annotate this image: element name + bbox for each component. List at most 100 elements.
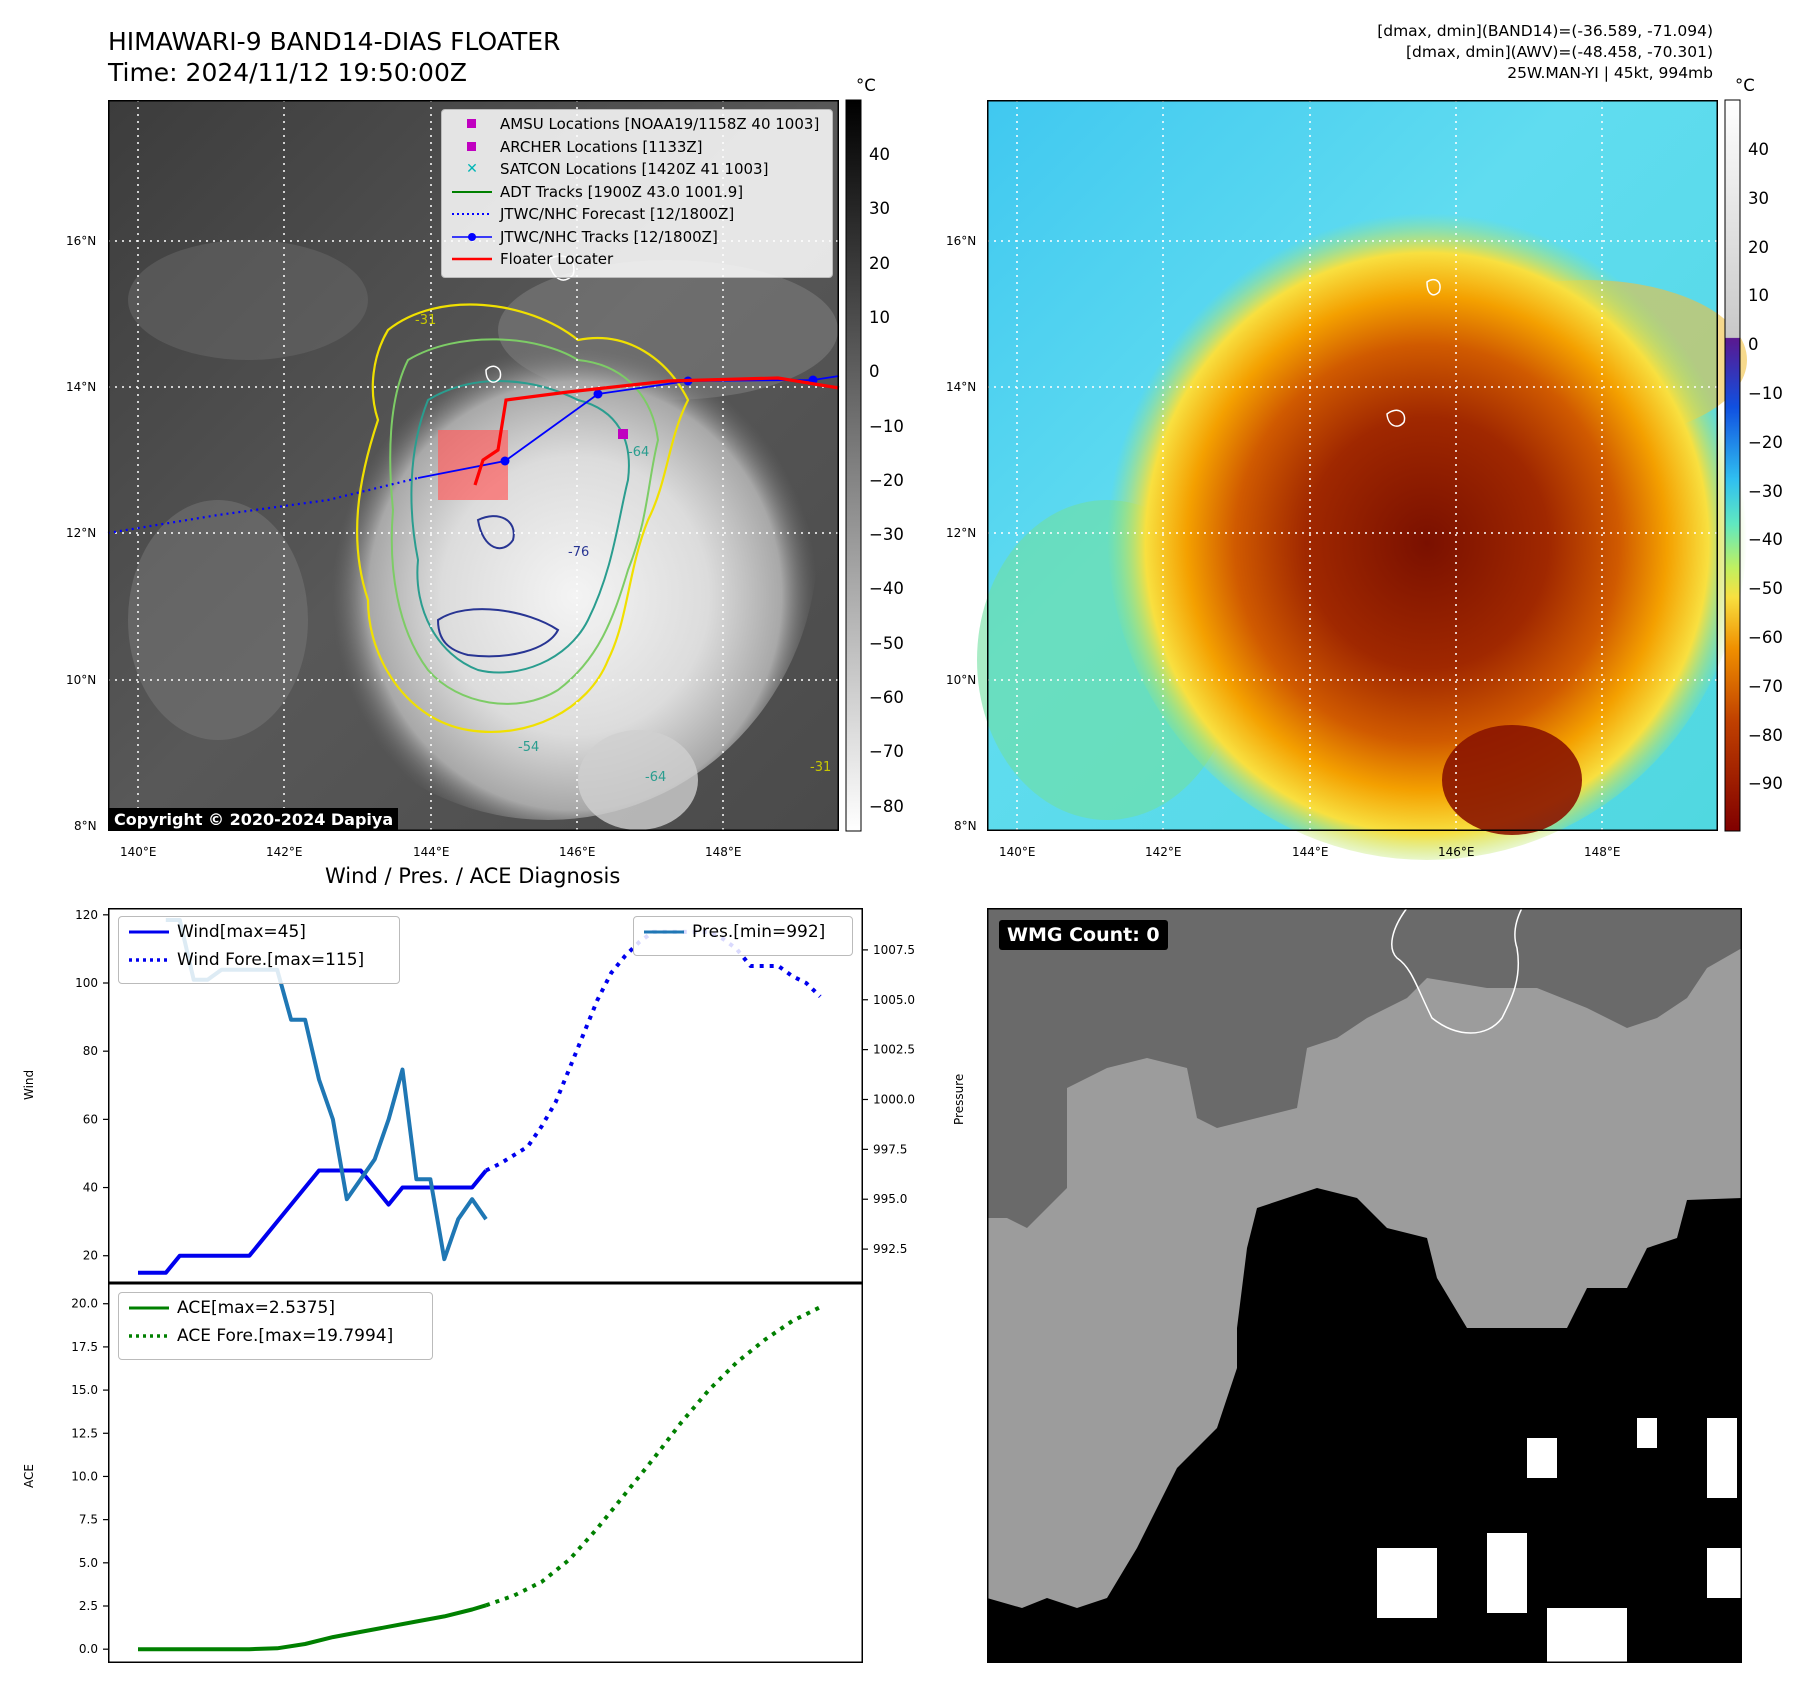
colorbar-rainbow-tick: 10	[1748, 286, 1769, 306]
colorbar-gray-tick: 10	[869, 307, 890, 327]
y-tick-label: 5.0	[79, 1556, 98, 1570]
y-tick-label: 15.0	[71, 1383, 98, 1397]
wind-pressure-chart: 20 40 60 80 100 120 992.5 995.0 997.5 1000.0 1002.…	[75, 908, 915, 1283]
wmg-white-cells	[1377, 1418, 1742, 1663]
colorbar-rainbow	[1724, 99, 1741, 832]
jtwc-forecast-track	[107, 476, 419, 535]
colorbar-gray-tick: −20	[869, 470, 904, 490]
lat-label-r-12n: 12°N	[946, 526, 977, 540]
legend-item-ace: ACE[max=2.5375]	[129, 1298, 335, 1319]
colorbar-rainbow-tick: −70	[1748, 676, 1783, 696]
contour-label-5: -64	[645, 770, 667, 785]
y-tick-label: 0.0	[79, 1642, 98, 1656]
y-tick-label: 2.5	[79, 1599, 98, 1613]
ir-rainbow-map	[977, 100, 1747, 860]
lon-label-140e: 140°E	[120, 845, 157, 859]
colorbar-gray-tick: 20	[869, 253, 890, 273]
series-line	[485, 1305, 822, 1608]
copyright-badge: Copyright © 2020-2024 Dapiya	[109, 808, 399, 831]
y-tick-label: 40	[83, 1181, 98, 1195]
lat-label-r-8n: 8°N	[954, 819, 977, 833]
contour-label-1: -31	[415, 313, 437, 328]
y-right-tick-label: 997.5	[873, 1142, 907, 1156]
floater-box	[438, 430, 508, 500]
colorbar-rainbow-tick: 40	[1748, 140, 1769, 159]
colorbar-rainbow-tick: −30	[1748, 481, 1783, 501]
colorbar-rainbow-tick: 30	[1748, 188, 1769, 208]
y-tick-label: 80	[83, 1044, 98, 1058]
lat-label-8n: 8°N	[74, 819, 97, 833]
y-tick-label: 100	[75, 976, 98, 990]
lon-label-144e: 144°E	[413, 845, 450, 859]
colorbar-gray-tick: 0	[869, 362, 880, 382]
legend-item-ace-forecast: ACE Fore.[max=19.7994]	[129, 1325, 394, 1346]
wind-axis-label: Wind	[22, 1069, 36, 1100]
chart-frame	[108, 908, 863, 1283]
contour-label-4: -54	[518, 740, 540, 755]
lon-label-148e: 148°E	[705, 845, 742, 859]
legend-item-pressure: Pres.[min=992]	[644, 922, 826, 943]
y-right-tick-label: 1007.5	[873, 943, 915, 957]
ace-legend: ACE[max=2.5375] ACE Fore.[max=19.7994]	[118, 1292, 433, 1360]
legend-item-jtwc-forecast: JTWC/NHC Forecast [12/1800Z]	[452, 205, 735, 224]
stats-line3: 25W.MAN-YI | 45kt, 994mb	[1507, 64, 1713, 82]
legend-item-wind-forecast: Wind Fore.[max=115]	[129, 949, 365, 970]
y-right-tick-label: 1000.0	[873, 1092, 915, 1106]
wind-legend: Wind[max=45] Wind Fore.[max=115]	[118, 916, 400, 984]
colorbar-gray-tick: −40	[869, 579, 904, 599]
lon-label-142e: 142°E	[266, 845, 303, 859]
colorbar-rainbow-tick: 0	[1748, 335, 1759, 355]
y-right-tick-label: 995.0	[873, 1192, 907, 1206]
colorbar-rainbow-tick: −20	[1748, 432, 1783, 452]
series-line	[138, 1168, 488, 1275]
contour-label-3: -76	[568, 545, 590, 560]
wmg-mask-panel	[987, 907, 1742, 1663]
y-tick-label: 17.5	[71, 1340, 98, 1354]
legend-item-archer: ARCHER Locations [1133Z]	[442, 136, 832, 159]
y-tick-label: 20	[83, 1249, 98, 1263]
colorbar-rainbow-tick: −80	[1748, 725, 1783, 745]
colorbar-gray-tick: −10	[869, 416, 904, 436]
colorbar-grayscale	[845, 99, 862, 832]
stats-line1: [dmax, dmin](BAND14)=(-36.589, -71.094)	[1377, 22, 1713, 40]
legend-item-wind: Wind[max=45]	[129, 922, 306, 943]
stats-line2: [dmax, dmin](AWV)=(-48.458, -70.301)	[1406, 43, 1713, 61]
colorbar-rainbow-tick: −40	[1748, 530, 1783, 550]
lat-label-14n: 14°N	[66, 380, 97, 394]
lon-label-r-140e: 140°E	[999, 845, 1036, 859]
colorbar-gray-tick: 30	[869, 199, 890, 219]
colorbar-gray-tick: −80	[869, 796, 904, 816]
series-line	[138, 1603, 487, 1652]
chart-frame	[108, 1283, 863, 1663]
lat-label-r-10n: 10°N	[946, 673, 977, 687]
diagnosis-title: Wind / Pres. / ACE Diagnosis	[325, 864, 621, 888]
contour-label-2: -64	[628, 445, 650, 460]
colorbar-gray-tick: 40	[869, 145, 890, 164]
figure-title-line2: Time: 2024/11/12 19:50:00Z	[108, 58, 467, 87]
lon-label-r-144e: 144°E	[1292, 845, 1329, 859]
lon-label-r-148e: 148°E	[1584, 845, 1621, 859]
pressure-axis-label: Pressure	[952, 1073, 966, 1125]
lon-label-r-146e: 146°E	[1438, 845, 1475, 859]
wmg-count-badge: WMG Count: 0	[999, 920, 1168, 950]
lon-label-146e: 146°E	[559, 845, 596, 859]
map-legend: AMSU Locations [NOAA19/1158Z 40 1003] AR…	[441, 109, 833, 278]
legend-item-adt: ADT Tracks [1900Z 43.0 1001.9]	[452, 182, 744, 201]
y-right-tick-label: 1005.0	[873, 993, 915, 1007]
colorbar-rainbow-tick: 20	[1748, 237, 1769, 257]
lat-label-r-16n: 16°N	[946, 234, 977, 248]
colorbar-gray-tick: −30	[869, 525, 904, 545]
colorbar-rainbow-tick: −10	[1748, 384, 1783, 403]
colorbar-gray-tick: −50	[869, 633, 904, 653]
colorbar-gray-tick: −70	[869, 742, 904, 762]
rainbow-grid	[987, 100, 1718, 831]
figure-title-line1: HIMAWARI-9 BAND14-DIAS FLOATER	[108, 27, 561, 56]
pressure-legend: Pres.[min=992]	[633, 916, 853, 956]
legend-item-floater: Floater Locater	[452, 250, 614, 269]
y-tick-label: 20.0	[71, 1297, 98, 1311]
colorbar-rainbow-tick: −50	[1748, 579, 1783, 599]
ace-axis-label: ACE	[22, 1464, 36, 1488]
y-right-tick-label: 1002.5	[873, 1043, 915, 1057]
colorbar-gray-unit: °C	[856, 76, 876, 95]
lat-label-10n: 10°N	[66, 673, 97, 687]
